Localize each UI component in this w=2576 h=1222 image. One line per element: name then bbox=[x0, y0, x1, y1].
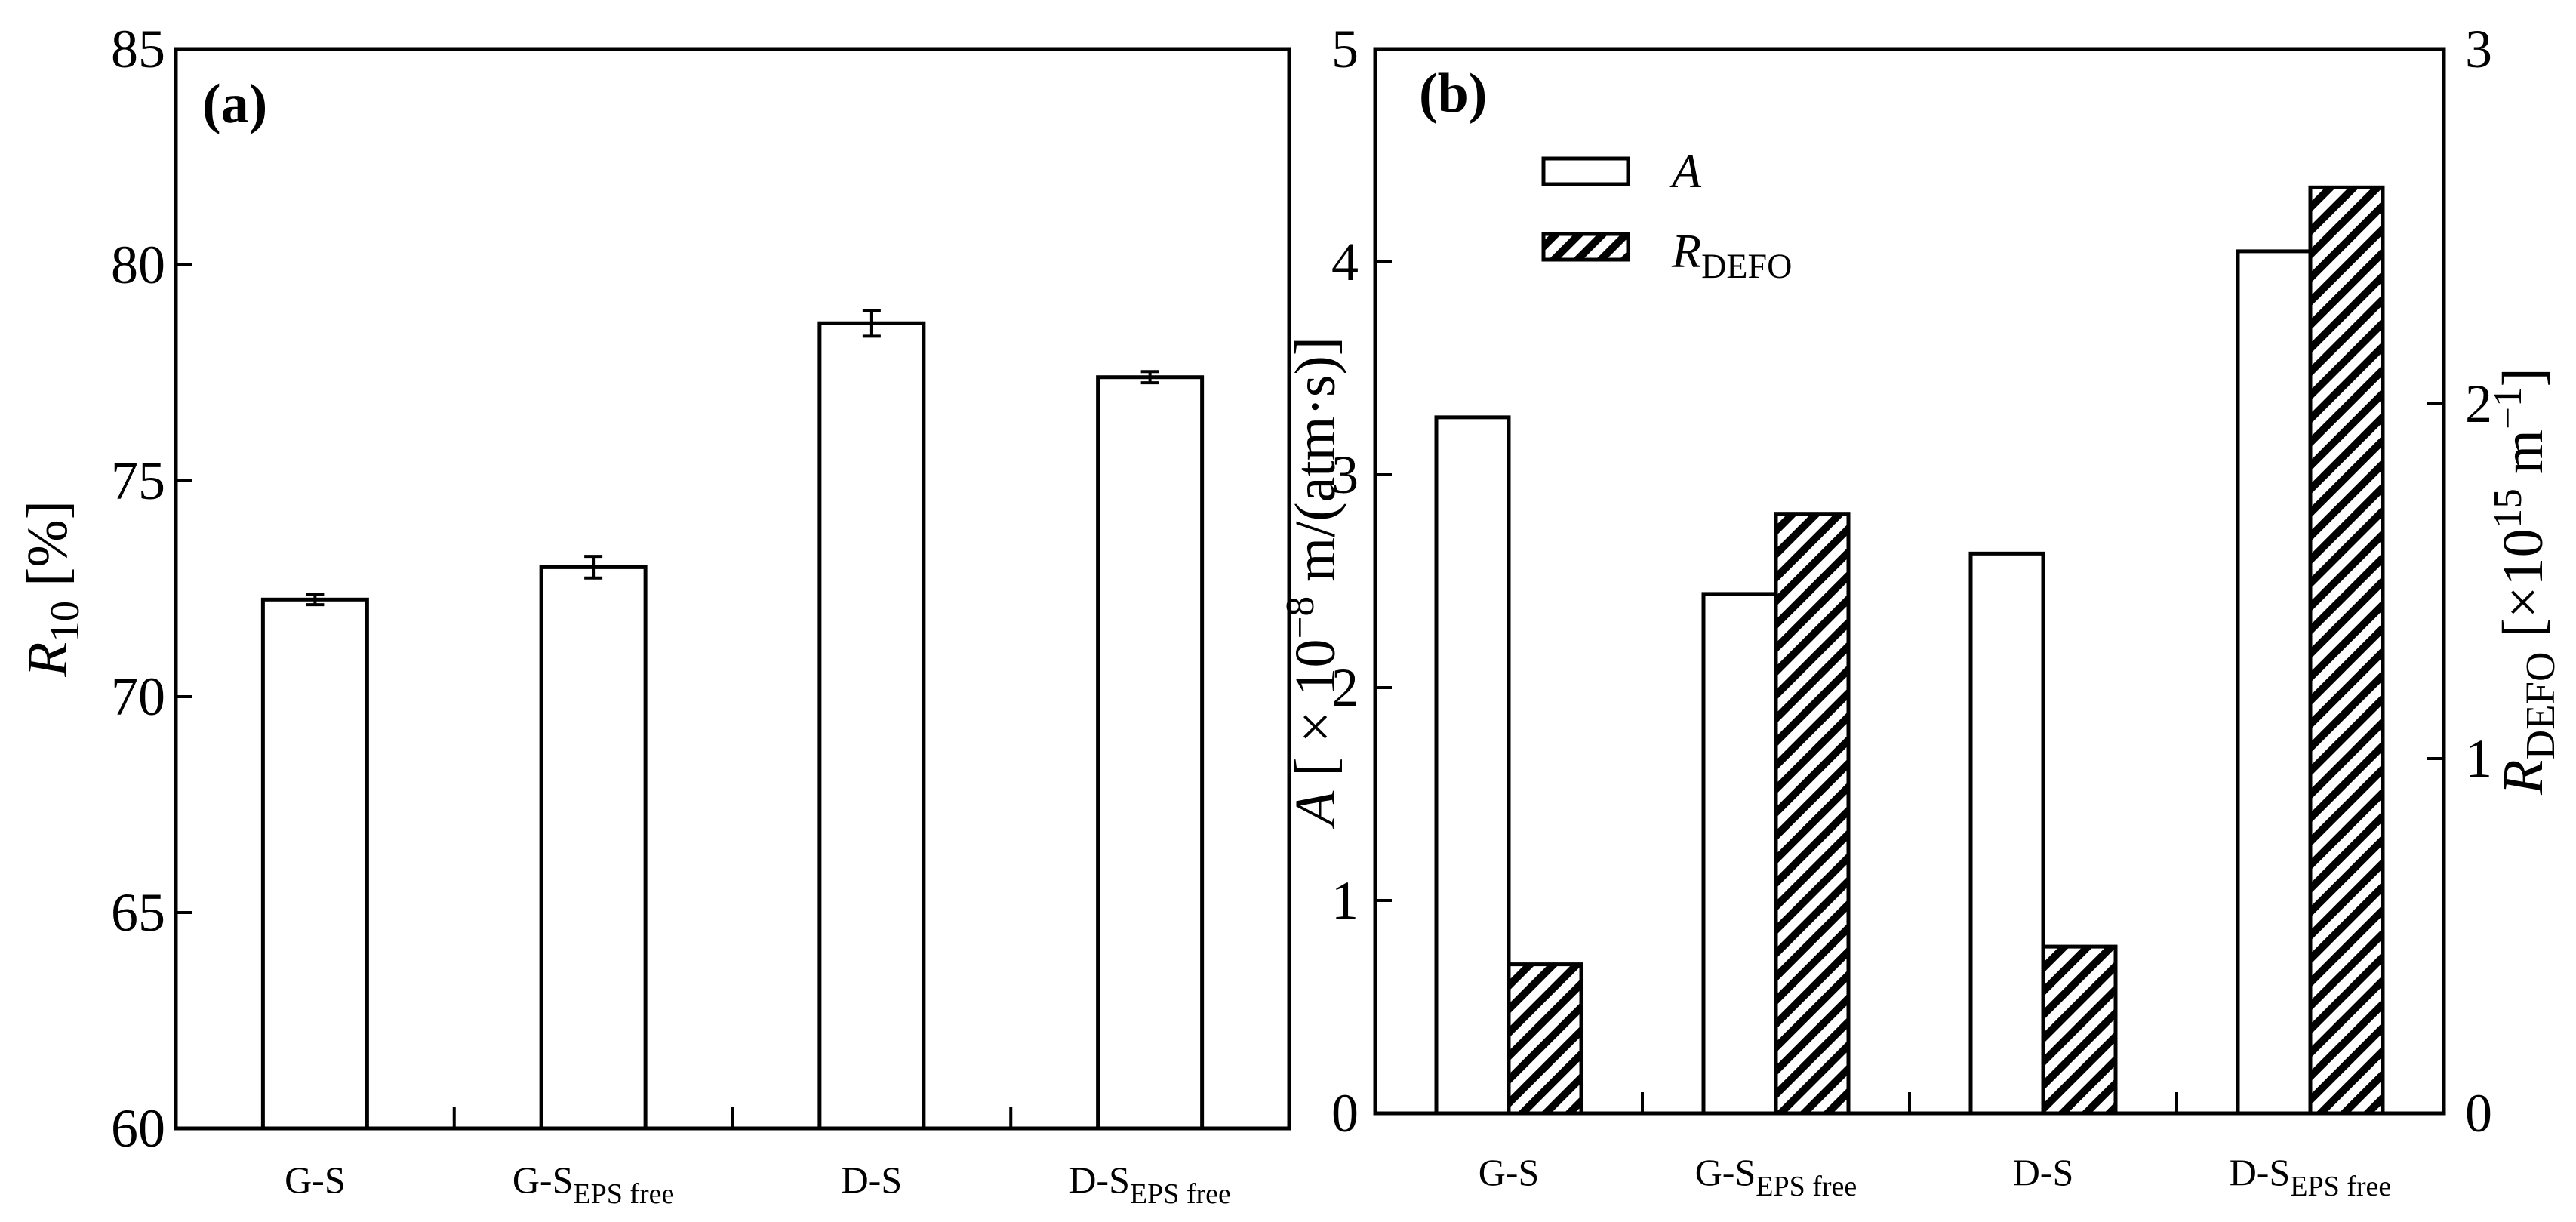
panel-a-ylabel-sub: 10 bbox=[42, 601, 88, 642]
a-ytick-label: 65 bbox=[111, 882, 165, 943]
panel-b-category-labels: G-S G-SEPS free D-S D-SEPS free bbox=[1479, 1151, 2392, 1202]
panel-b-right-y-axis-title: RDEFO [×1015 m−1] bbox=[2485, 368, 2563, 796]
panel-b-label: (b) bbox=[1419, 63, 1487, 125]
panel-b-right-ylabel-sup: 15 bbox=[2485, 488, 2530, 528]
panel-a-bars bbox=[260, 321, 1205, 1131]
panel-a-ylabel-main: R bbox=[16, 642, 79, 678]
b-left-ytick-label: 1 bbox=[1331, 870, 1359, 931]
b-bar-rdefo bbox=[2041, 944, 2118, 1116]
a-bar bbox=[817, 321, 926, 1131]
a-bar bbox=[1096, 375, 1205, 1131]
b-category-label: G-SEPS free bbox=[1695, 1151, 1857, 1202]
panel-b-right-y-ticks: 0 1 2 3 bbox=[2427, 19, 2492, 1144]
b-left-ytick-label: 0 bbox=[1331, 1083, 1359, 1144]
panel-b-x-ticks bbox=[1641, 1092, 2178, 1113]
b-bar-rdefo bbox=[1774, 512, 1851, 1116]
b-bar-a bbox=[1968, 551, 2045, 1116]
a-ytick-label: 80 bbox=[111, 235, 165, 295]
a-bar bbox=[539, 565, 648, 1131]
b-category-label: D-SEPS free bbox=[2230, 1151, 2392, 1202]
panel-b-left-y-axis-title: A [ × 10−8 m/(atm·s)] bbox=[1278, 337, 1347, 830]
panel-a-ylabel-rest: [%] bbox=[16, 500, 79, 601]
a-category-label: D-S bbox=[842, 1159, 903, 1201]
legend-label-rdefo: RDEFO bbox=[1671, 224, 1792, 285]
panel-a-category-labels: G-S G-SEPS free D-S D-SEPS free bbox=[285, 1159, 1231, 1210]
panel-b-right-ylabel-tail: ] bbox=[2491, 368, 2555, 386]
legend-swatch-a bbox=[1541, 156, 1630, 186]
panel-a-errorbars bbox=[306, 309, 1159, 607]
panel-b-left-ylabel-main: A bbox=[1284, 790, 1347, 830]
legend-label-a: A bbox=[1669, 144, 1702, 198]
panel-a-y-axis-title: R10 [%] bbox=[16, 500, 88, 678]
panel-a-y-ticks: 60 65 70 75 80 85 bbox=[111, 19, 192, 1159]
a-category-label: G-S bbox=[285, 1159, 346, 1201]
legend-swatch-rdefo bbox=[1541, 232, 1630, 262]
b-right-ytick-label: 0 bbox=[2465, 1083, 2492, 1144]
panel-b-right-ylabel-sub: DEFO bbox=[2517, 652, 2563, 760]
panel-a: (a) 60 65 70 75 80 85 G-S G-SEPS free D-S D-SEPS… bbox=[16, 19, 1291, 1210]
panel-a-label: (a) bbox=[202, 73, 267, 135]
panel-b-right-ylabel-main: R bbox=[2491, 759, 2555, 795]
b-left-ytick-label: 3 bbox=[1331, 445, 1359, 505]
panel-b-left-ylabel-rest: [ × 10 bbox=[1284, 639, 1347, 791]
panel-b-right-ylabel-rest: [×10 bbox=[2491, 528, 2555, 651]
b-left-ytick-label: 4 bbox=[1331, 232, 1359, 292]
panel-b-left-ylabel-tail: m/(atm·s)] bbox=[1284, 337, 1347, 596]
panel-b-left-ylabel-sup: −8 bbox=[1278, 596, 1322, 639]
panel-a-x-ticks bbox=[452, 1107, 1013, 1128]
b-right-ytick-label: 2 bbox=[2465, 374, 2492, 434]
b-category-label: D-S bbox=[2013, 1151, 2074, 1193]
panel-b-legend: A RDEFO bbox=[1541, 144, 1792, 285]
b-bar-rdefo bbox=[2308, 185, 2385, 1116]
panel-b-right-ylabel-mid: m bbox=[2491, 429, 2555, 488]
b-right-ytick-label: 1 bbox=[2465, 728, 2492, 789]
a-bar bbox=[260, 597, 369, 1131]
b-right-ytick-label: 3 bbox=[2465, 19, 2492, 79]
b-left-ytick-label: 5 bbox=[1331, 19, 1359, 79]
panel-b: (b) 0 1 2 3 4 5 0 1 2 3 G-S G-SEPS free D-S D-SEPS … bbox=[1278, 19, 2563, 1202]
b-bar-rdefo bbox=[1507, 962, 1583, 1116]
panel-b-right-ylabel-sup2: −1 bbox=[2485, 386, 2530, 429]
a-ytick-label: 60 bbox=[111, 1098, 165, 1159]
b-left-ytick-label: 2 bbox=[1331, 657, 1359, 718]
b-category-label: G-S bbox=[1479, 1151, 1540, 1193]
a-category-label: G-SEPS free bbox=[512, 1159, 675, 1210]
panel-b-left-y-ticks: 0 1 2 3 4 5 bbox=[1331, 19, 1392, 1144]
b-bar-a bbox=[1701, 592, 1778, 1116]
b-bar-a bbox=[1434, 415, 1511, 1116]
panel-b-bars bbox=[1434, 185, 2385, 1116]
a-ytick-label: 75 bbox=[111, 451, 165, 511]
b-bar-a bbox=[2236, 249, 2313, 1116]
a-ytick-label: 85 bbox=[111, 19, 165, 79]
a-category-label: D-SEPS free bbox=[1069, 1159, 1231, 1210]
a-ytick-label: 70 bbox=[111, 666, 165, 727]
